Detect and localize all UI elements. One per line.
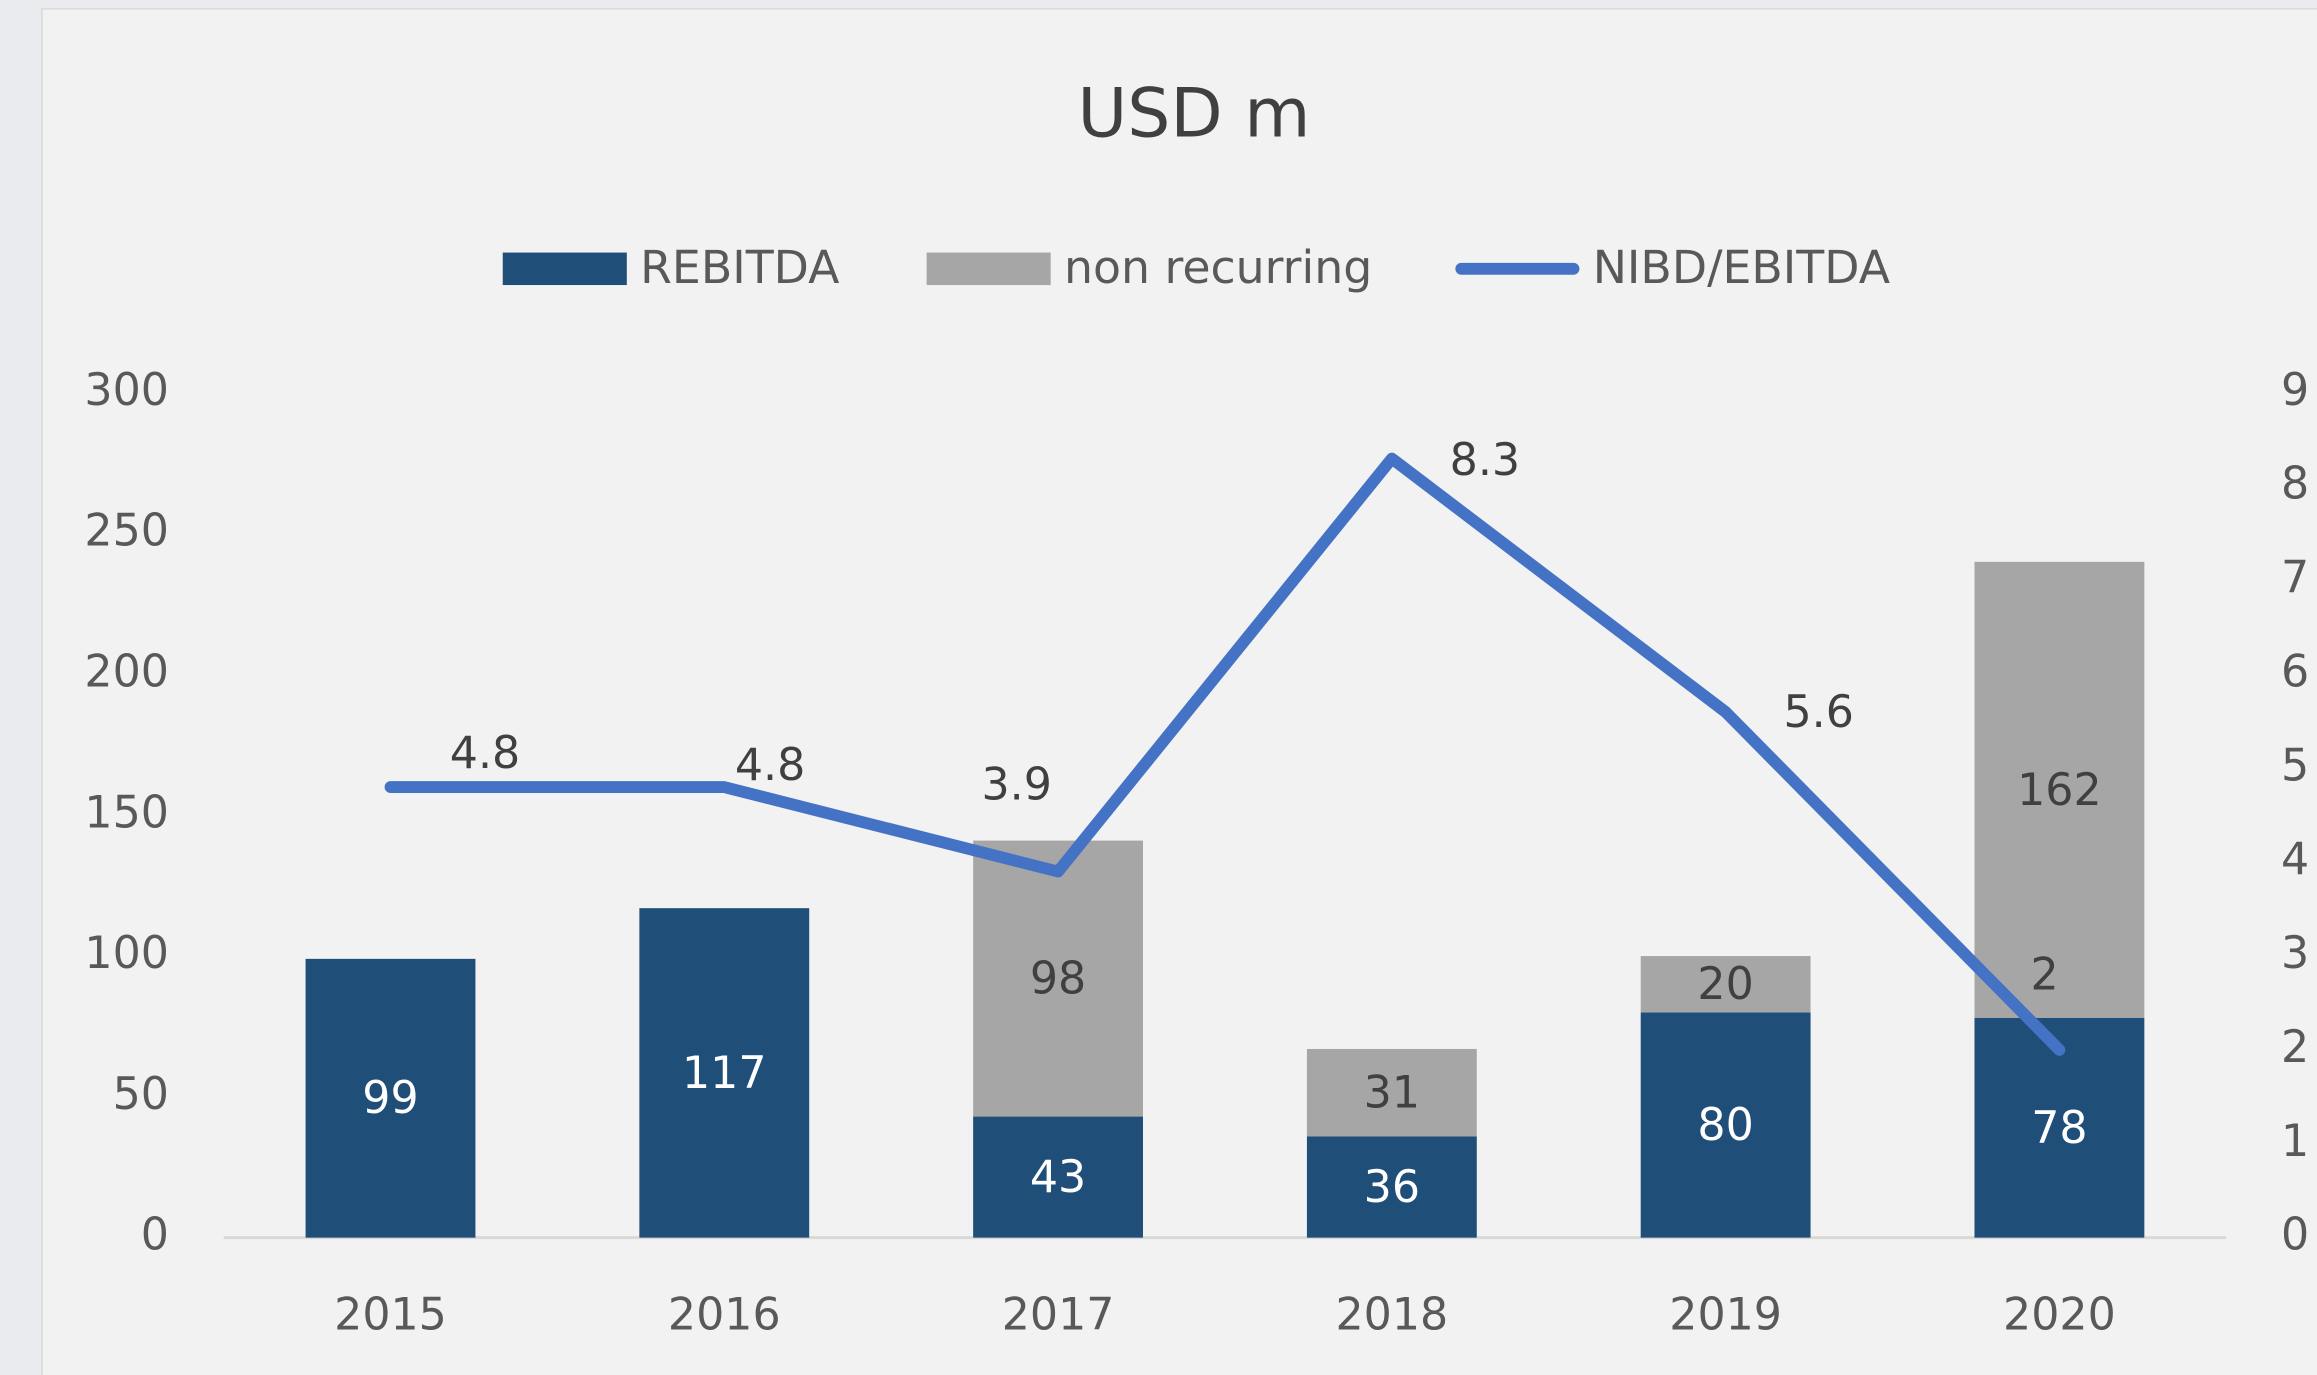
data-label: 117 (682, 1048, 767, 1099)
bar (1974, 561, 2145, 1019)
data-label: 31 (1364, 1068, 1420, 1119)
y2-tick-label: 1 (2281, 1116, 2309, 1167)
data-label: 78 (2031, 1103, 2087, 1154)
x-tick-label: 2016 (668, 1289, 781, 1340)
bar (1306, 1136, 1477, 1238)
line-data-label: 4.8 (735, 740, 805, 791)
bar (973, 840, 1143, 1117)
y-tick-label: 250 (84, 506, 169, 557)
legend-swatch (926, 252, 1051, 286)
x-tick-label: 2019 (1669, 1289, 1782, 1340)
y2-tick-label: 7 (2281, 553, 2309, 604)
y-tick-label: 0 (141, 1210, 169, 1261)
bar (1640, 1012, 1811, 1238)
bar (1640, 956, 1811, 1013)
x-tick-label: 2020 (2003, 1289, 2116, 1340)
line-data-label: 2 (2031, 950, 2059, 1001)
data-label: 98 (1030, 954, 1086, 1005)
line-data-label: 3.9 (981, 759, 1051, 810)
legend-label: NIBD/EBITDA (1593, 241, 1890, 294)
y2-tick-label: 8 (2281, 459, 2309, 510)
y2-tick-label: 2 (2281, 1022, 2309, 1073)
data-label: 36 (1364, 1162, 1420, 1213)
y-tick-label: 150 (84, 787, 169, 838)
x-tick-label: 2018 (1335, 1289, 1448, 1340)
line-data-label: 8.3 (1450, 435, 1520, 486)
line-data-label: 5.6 (1783, 687, 1853, 738)
legend-label: REBITDA (640, 241, 839, 294)
x-tick-label: 2015 (334, 1289, 447, 1340)
data-label: 80 (1697, 1100, 1753, 1151)
y2-tick-label: 9 (2281, 365, 2309, 416)
data-label: 162 (2017, 765, 2102, 816)
data-label: 20 (1697, 959, 1753, 1010)
x-tick-label: 2017 (1002, 1289, 1115, 1340)
y-tick-label: 100 (84, 928, 169, 979)
y2-tick-label: 4 (2281, 834, 2309, 885)
bar (973, 1116, 1143, 1238)
bar (305, 958, 476, 1238)
line-data-label: 4.8 (450, 728, 520, 779)
line (384, 452, 2066, 1056)
chart-title: USD m (1078, 75, 1311, 154)
y2-tick-label: 0 (2281, 1210, 2309, 1261)
legend-label: non recurring (1064, 241, 1372, 294)
y2-tick-label: 6 (2281, 646, 2309, 697)
bar (1306, 1048, 1477, 1137)
y-tick-label: 50 (113, 1069, 169, 1120)
y-tick-label: 200 (84, 646, 169, 697)
y2-tick-label: 5 (2281, 740, 2309, 791)
bar (639, 908, 810, 1238)
legend-swatch (502, 252, 627, 286)
y2-tick-label: 3 (2281, 928, 2309, 979)
y-tick-label: 300 (84, 365, 169, 416)
data-label: 43 (1030, 1152, 1086, 1203)
data-label: 99 (362, 1073, 418, 1124)
